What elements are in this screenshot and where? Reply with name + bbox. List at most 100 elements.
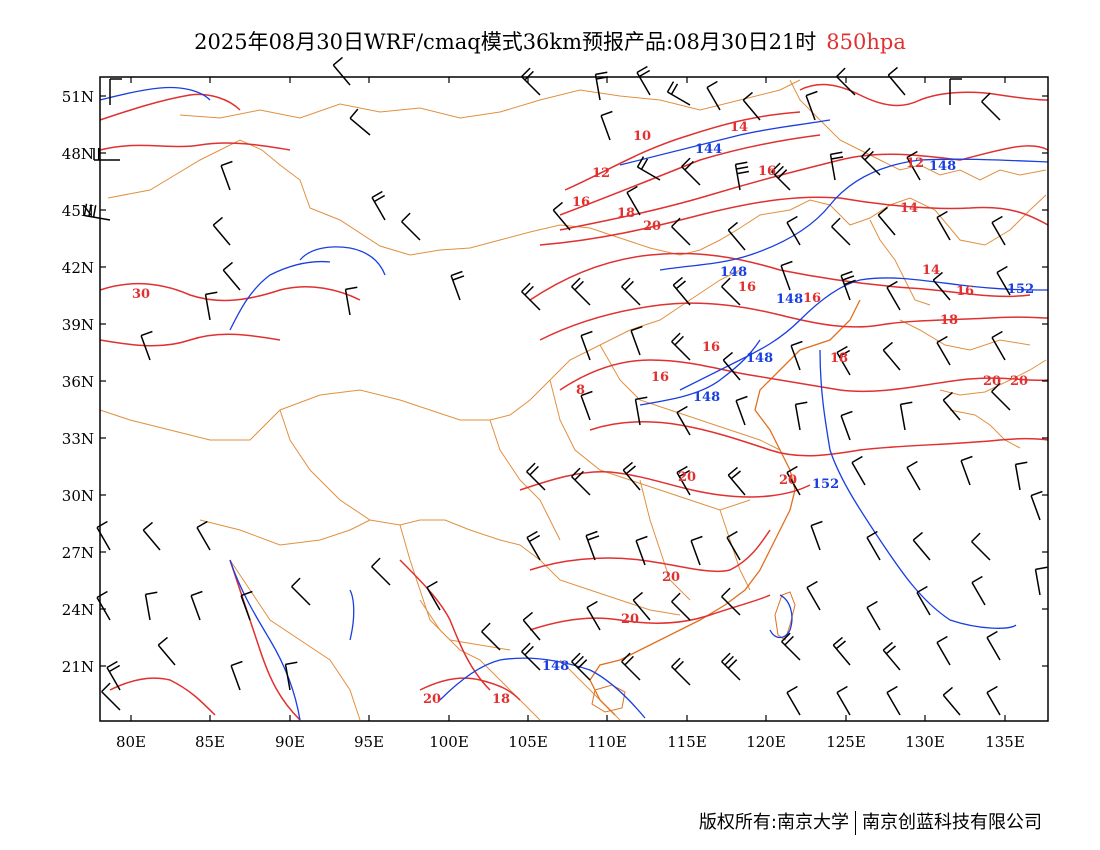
lon-label: 110E (587, 733, 627, 751)
height-label-7: 152 (1007, 282, 1034, 297)
wind-barb (832, 636, 851, 666)
wind-barb (781, 632, 801, 661)
temp-label-18: 16 (651, 370, 669, 385)
temp-contour-16a (539, 196, 1049, 246)
wind-barb (636, 156, 661, 181)
wind-barb (212, 216, 231, 246)
lat-label: 30N (62, 487, 94, 505)
wind-barb (671, 657, 691, 686)
wind-barb (671, 592, 691, 621)
wind-barb (912, 531, 931, 561)
wind-barb (936, 635, 951, 666)
temp-contour-north-west-2 (99, 142, 291, 151)
wind-barb (332, 56, 351, 86)
temp-label-19: 20 (983, 374, 1001, 389)
lat-label: 33N (62, 430, 94, 448)
height-label-5: 148 (693, 390, 720, 405)
wind-barb (936, 210, 951, 241)
wind-barb (526, 530, 541, 561)
copyright-footer: 版权所有:南京大学 南京创蓝科技有限公司 (699, 808, 1042, 835)
height-label-8: 152 (812, 477, 839, 492)
wind-barb (1030, 490, 1043, 521)
height-label-1: 144 (695, 142, 722, 157)
lon-label: 115E (667, 733, 707, 751)
lat-label: 39N (62, 316, 94, 334)
wind-barb (727, 466, 746, 496)
temp-contour-18 (539, 302, 1049, 341)
wind-barb (996, 265, 1011, 296)
wind-barb (291, 577, 311, 606)
wind-barb (790, 340, 803, 371)
wind-barb (794, 401, 808, 431)
province-line-1 (279, 269, 741, 421)
wind-barb (240, 590, 253, 621)
wind-barb (734, 161, 750, 191)
temp-label-12: 16 (956, 284, 974, 299)
wind-barb (571, 652, 591, 681)
wind-barb (886, 280, 901, 311)
lat-label: 36N (62, 373, 94, 391)
wind-barb (861, 147, 881, 176)
wind-barb (522, 611, 541, 641)
wind-barb (109, 78, 122, 105)
pressure-level: 850hpa (826, 30, 906, 54)
lat-label: 42N (62, 259, 94, 277)
temp-label-7: 20 (643, 219, 661, 234)
wind-barb (786, 215, 801, 246)
height-contour-north-west (99, 86, 211, 101)
province-line-8 (549, 379, 751, 511)
wind-barb (981, 92, 1001, 121)
temp-label-3: 14 (730, 120, 748, 135)
temp-label-24: 20 (621, 612, 639, 627)
wind-barb (552, 201, 571, 231)
wind-barb (676, 405, 691, 436)
wind-barb (722, 351, 741, 381)
temp-label-23: 20 (662, 570, 680, 585)
height-contour-west-2 (299, 246, 386, 276)
japan-south-coast (949, 409, 1021, 449)
wind-barb (450, 270, 465, 301)
temp-label-16: 18 (830, 351, 848, 366)
lon-label: 125E (826, 733, 866, 751)
lon-label: 105E (508, 733, 548, 751)
wind-barb (887, 66, 906, 96)
wind-barb (190, 590, 203, 621)
temp-contour-20e (529, 594, 771, 631)
temp-contour-north-east (799, 83, 1049, 107)
wind-barb (906, 460, 921, 491)
height-label-9: 148 (929, 159, 956, 174)
height-contour-small (349, 589, 355, 641)
province-line-11 (719, 509, 751, 591)
temp-contour-south (399, 559, 491, 691)
temp-label-26: 18 (492, 692, 510, 707)
wind-barb (836, 345, 851, 376)
wind-barb (690, 535, 703, 566)
title-text: 2025年08月30日WRF/cmaq模式36km预报产品:08月30日21时 (194, 30, 817, 54)
temp-label-20: 20 (1010, 374, 1028, 389)
taiwan-outline (774, 591, 796, 641)
province-line-2 (99, 409, 281, 441)
height-contour-148a (659, 158, 1049, 271)
wind-barb (630, 325, 643, 356)
wind-barb (806, 580, 821, 611)
wind-barb (634, 396, 648, 426)
lon-label: 130E (905, 733, 945, 751)
copyright-owner-left: 版权所有:南京大学 (698, 812, 849, 833)
wind-barb (906, 150, 921, 181)
temp-label-14: 16 (738, 280, 756, 295)
wind-barb (106, 660, 121, 691)
wind-barb (991, 382, 1011, 411)
wind-barb (721, 277, 741, 306)
wind-barb (840, 270, 856, 301)
wind-barb (780, 260, 793, 291)
temp-contour-south-2 (419, 677, 521, 701)
temp-contour-12 (559, 134, 821, 216)
lat-label: 48N (62, 145, 94, 163)
temp-contour-30b (99, 333, 281, 347)
lon-label: 95E (354, 733, 384, 751)
wind-barb (83, 203, 111, 221)
wind-barb (671, 332, 691, 361)
wind-barb (886, 685, 901, 716)
wind-barb (942, 686, 961, 716)
lat-label: 24N (62, 601, 94, 619)
